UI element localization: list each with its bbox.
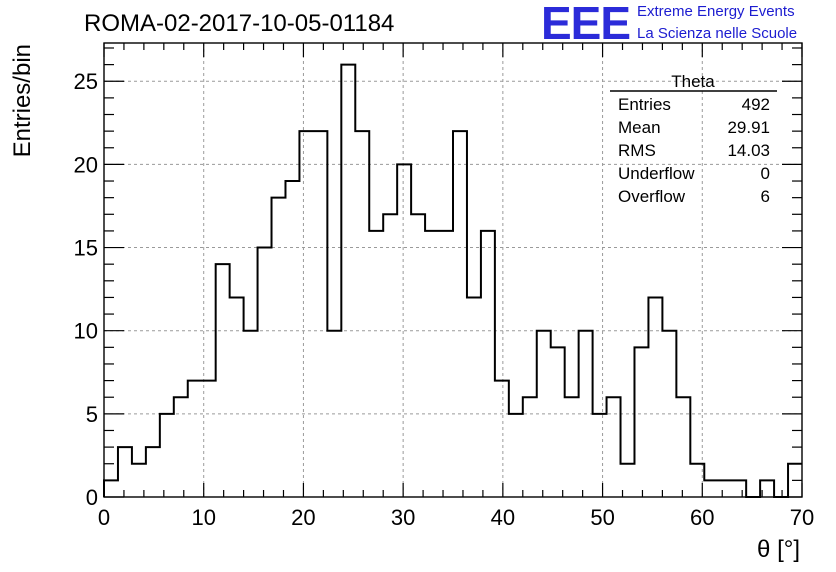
x-tick-label: 60 <box>690 505 714 530</box>
stats-value: 29.91 <box>727 118 770 137</box>
x-tick-label: 40 <box>491 505 515 530</box>
x-axis-label: θ [°] <box>757 536 800 563</box>
y-tick-label: 20 <box>74 152 98 177</box>
logo-caption-line2: La Scienza nelle Scuole <box>637 25 798 42</box>
stats-label: RMS <box>618 141 656 160</box>
y-axis-label: Entries/bin <box>9 44 36 157</box>
stats-box: Theta Entries 492 Mean 29.91 RMS 14.03 Underfl… <box>610 72 777 206</box>
y-tick-label: 25 <box>74 69 98 94</box>
stats-label: Mean <box>618 118 661 137</box>
x-tick-label: 0 <box>98 505 110 530</box>
stats-value: 14.03 <box>727 141 770 160</box>
y-tick-label: 15 <box>74 236 98 261</box>
stats-label: Underflow <box>618 164 695 183</box>
x-tick-label: 20 <box>291 505 315 530</box>
y-tick-label: 10 <box>74 319 98 344</box>
x-tick-label: 50 <box>590 505 614 530</box>
stats-title: Theta <box>671 72 715 91</box>
x-tick-label: 70 <box>790 505 814 530</box>
stats-value: 492 <box>742 95 770 114</box>
stats-value: 6 <box>761 187 770 206</box>
stats-label: Overflow <box>618 187 686 206</box>
y-tick-label: 5 <box>86 402 98 427</box>
x-tick-label: 10 <box>191 505 215 530</box>
plot-frame <box>103 42 803 498</box>
stats-value: 0 <box>761 164 770 183</box>
grid-layer <box>104 43 802 497</box>
plot-title: ROMA-02-2017-10-05-01184 <box>84 10 395 37</box>
y-tick-label: 0 <box>86 485 98 510</box>
eee-logo: EEE <box>541 0 631 49</box>
stats-label: Entries <box>618 95 671 114</box>
x-tick-label: 30 <box>391 505 415 530</box>
logo-caption-line1: Extreme Energy Events <box>637 3 795 20</box>
ticks-layer <box>103 43 803 498</box>
histogram-series <box>103 63 802 498</box>
